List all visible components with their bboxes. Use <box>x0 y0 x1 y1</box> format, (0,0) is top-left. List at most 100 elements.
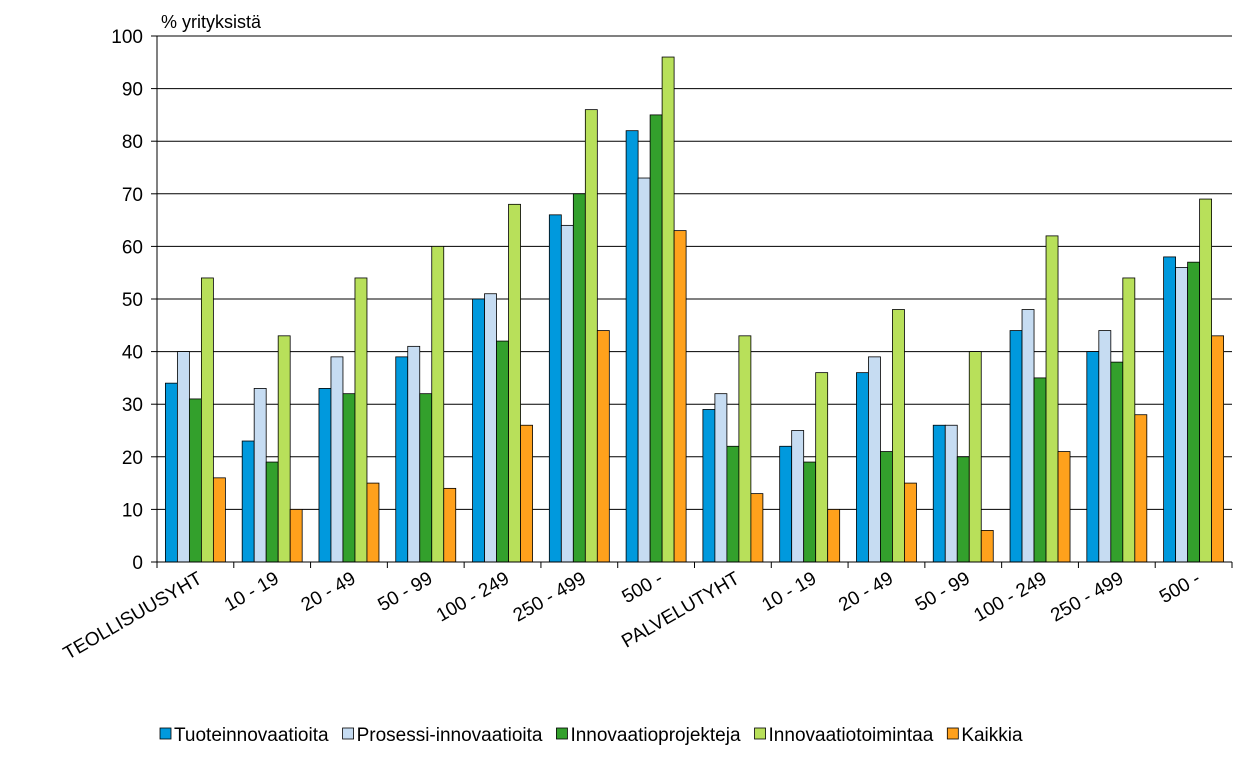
bar <box>1134 414 1148 563</box>
bar <box>944 424 958 563</box>
bar <box>596 330 610 563</box>
bar <box>1211 335 1225 563</box>
bar <box>803 461 817 563</box>
y-tick-label: 100 <box>111 27 143 48</box>
y-axis-label: % yrityksistä <box>161 12 262 32</box>
y-tick-label: 60 <box>122 237 143 258</box>
x-category-label: 100 - 249 <box>970 568 1050 626</box>
bar <box>904 482 917 563</box>
legend-swatch <box>946 727 959 740</box>
bar <box>472 298 485 563</box>
bar <box>1122 277 1136 563</box>
bar <box>419 393 433 563</box>
bar <box>726 445 740 563</box>
bar <box>584 109 598 563</box>
bar <box>572 193 586 563</box>
bar <box>277 335 291 563</box>
bar <box>265 461 279 563</box>
bar <box>1199 198 1213 563</box>
bar <box>956 456 970 563</box>
x-category-label: 500 - <box>1156 568 1204 608</box>
bar <box>702 409 716 563</box>
bar <box>318 388 332 563</box>
bar <box>1033 377 1047 563</box>
x-category-label: 500 - <box>619 568 667 608</box>
bar <box>980 530 994 563</box>
bar <box>1021 309 1035 563</box>
bar <box>188 398 202 563</box>
bar <box>815 372 829 563</box>
bar <box>1009 330 1023 563</box>
bars <box>164 56 1225 563</box>
x-category-label: 20 - 49 <box>298 568 360 616</box>
legend: Tuoteinnovaatioita Prosessi-innovaatioita… <box>159 725 1023 746</box>
y-tick-label: 50 <box>122 290 143 311</box>
bar <box>1163 256 1177 563</box>
bar <box>649 114 663 563</box>
y-tick-label: 20 <box>122 448 143 469</box>
bar <box>1098 330 1112 563</box>
x-category-label: TEOLLISUUSYHT <box>60 568 206 665</box>
x-category-label: 250 - 499 <box>1047 568 1127 626</box>
bar <box>1045 235 1059 563</box>
legend-swatch <box>342 727 354 740</box>
bar <box>395 356 409 563</box>
bar <box>779 445 793 563</box>
bar <box>880 451 893 563</box>
bar <box>791 430 805 563</box>
legend-label: Innovaatioprojekteja <box>570 725 740 746</box>
bar <box>932 424 946 563</box>
x-category-label: 20 - 49 <box>835 568 897 616</box>
y-tick-label: 90 <box>122 80 143 101</box>
bar <box>856 372 869 563</box>
x-category-label: 10 - 19 <box>221 568 283 616</box>
bar <box>431 245 445 563</box>
bar <box>200 277 214 563</box>
bar <box>1057 451 1071 563</box>
bar <box>253 388 267 563</box>
bar <box>750 493 764 563</box>
x-category-label: 10 - 19 <box>758 568 820 616</box>
bar <box>827 508 841 563</box>
legend-label: Prosessi-innovaatioita <box>357 725 543 746</box>
bar <box>738 335 752 563</box>
y-tick-label: 70 <box>122 185 143 206</box>
bar <box>289 508 303 563</box>
bar <box>520 424 533 563</box>
x-category-label: 50 - 99 <box>912 568 974 616</box>
bar <box>968 351 982 563</box>
x-category-label: 250 - 499 <box>510 568 590 626</box>
legend-label: Kaikkia <box>961 725 1023 746</box>
bar <box>661 56 675 563</box>
bar <box>443 487 457 563</box>
bar <box>496 340 509 563</box>
bar <box>241 440 255 563</box>
y-tick-label: 30 <box>122 395 143 416</box>
legend-label: Tuoteinnovaatioita <box>174 725 329 746</box>
bar <box>1187 261 1201 563</box>
bar <box>1086 351 1100 563</box>
legend-swatch <box>159 727 172 740</box>
bar <box>354 277 368 563</box>
y-tick-label: 0 <box>132 553 143 574</box>
legend-swatch <box>754 727 766 740</box>
bar <box>637 177 651 563</box>
bar <box>714 393 728 563</box>
bar <box>176 351 190 563</box>
bar <box>484 293 497 563</box>
bar <box>548 214 562 563</box>
y-tick-label: 80 <box>122 132 143 153</box>
gridlines <box>157 35 1232 510</box>
bar <box>330 356 344 563</box>
y-tick-label: 40 <box>122 343 143 364</box>
x-category-label: 50 - 99 <box>375 568 437 616</box>
bar <box>366 482 380 563</box>
bar <box>625 130 639 563</box>
y-tick-label: 10 <box>122 500 143 521</box>
bar <box>407 345 421 563</box>
bar <box>560 224 574 563</box>
bar <box>342 393 356 563</box>
bar <box>892 309 905 563</box>
